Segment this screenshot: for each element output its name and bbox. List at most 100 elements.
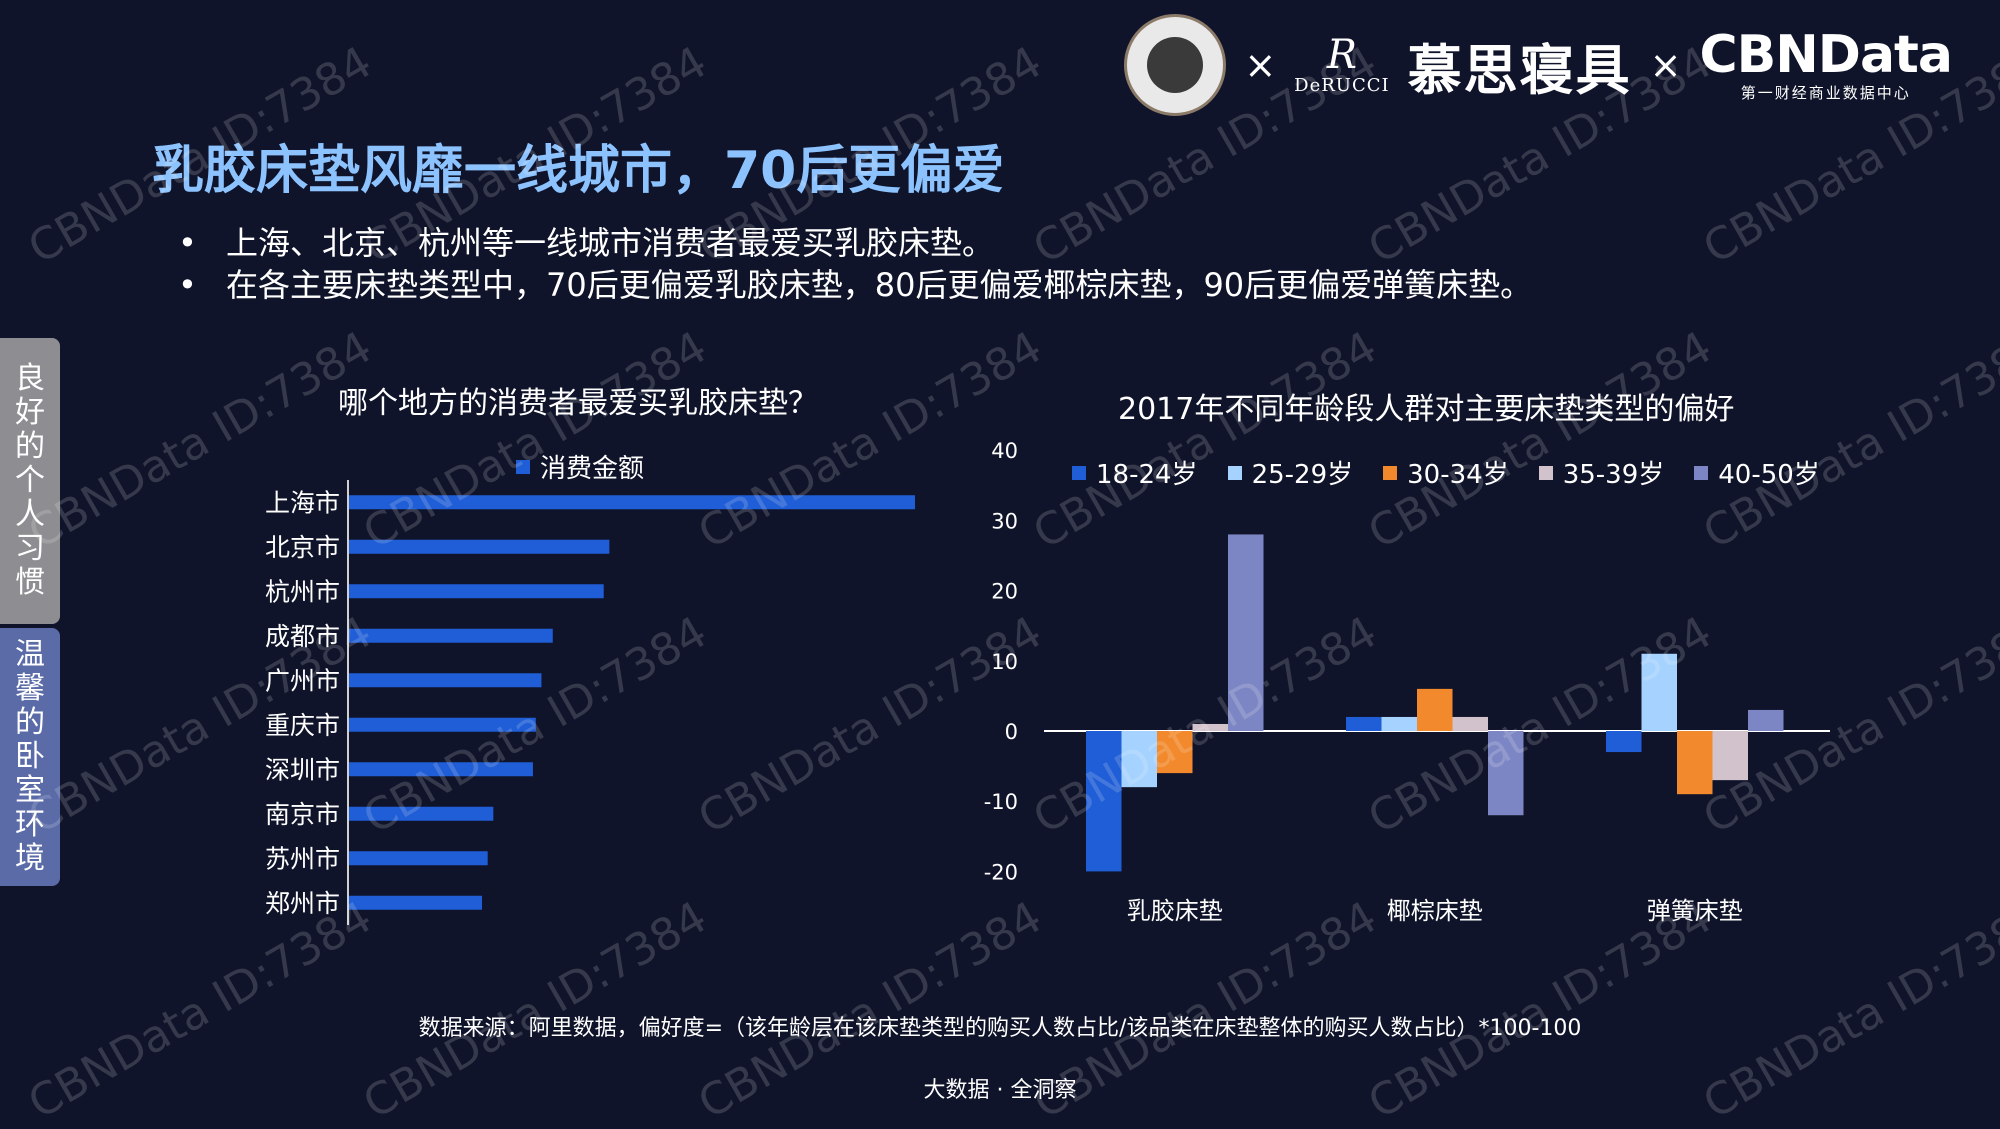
age-legend-item: 35-39岁 [1538,454,1665,491]
side-tab-bedroom-environment[interactable]: 温馨的卧室环境 [0,628,60,886]
legend-label: 30-34岁 [1407,460,1509,490]
age-legend-item: 25-29岁 [1227,454,1354,491]
city-tick-label: 郑州市 [265,889,340,918]
city-bar [349,495,915,510]
data-source-note: 数据来源：阿里数据，偏好度=（该年龄层在该床垫类型的购买人数占比/该品类在床垫整… [418,1016,1582,1041]
city-bar [349,717,536,732]
bullet-list: • 上海、北京、杭州等一线城市消费者最爱买乳胶床垫。 • 在各主要床垫类型中，7… [178,222,1532,306]
legend-label: 消费金额 [540,454,645,484]
age-grouped-bar-chart: -20 -10 0 10 20 30 40 乳胶床垫 椰棕床垫 弹簧床垫 [984,439,1830,925]
city-tick-label: 苏州市 [265,844,340,873]
age-bar [1641,653,1677,731]
side-tab-char: 人 [15,497,45,532]
derucci-logo: R DeRUCCI [1294,35,1389,96]
city-bar [349,895,483,910]
city-chart-title: 哪个地方的消费者最爱买乳胶床垫？ [338,386,818,421]
times-mark: × [1649,43,1682,87]
side-tab-personal-habits[interactable]: 良好的个人习惯 [0,338,60,624]
bullet-dot: • [178,224,197,262]
side-tab-char: 境 [15,841,45,876]
age-bar [1346,716,1382,731]
side-tab-char: 习 [15,531,45,566]
city-tick-label: 杭州市 [265,577,340,606]
legend-swatch [1072,465,1086,480]
age-bar [1606,731,1642,753]
legend-label: 25-29岁 [1251,460,1354,490]
age-bar [1121,731,1157,788]
cbndata-logo-text: CBNData [1699,24,1953,85]
city-bar [349,628,553,643]
city-bar [349,762,533,777]
side-tab-char: 环 [15,807,45,842]
age-legend-item: 40-50岁 [1694,454,1820,491]
age-y-tick-label: 30 [991,509,1018,533]
city-tick-label: 重庆市 [265,711,340,740]
side-tab-char: 的 [15,429,45,464]
age-chart-title: 2017年不同年龄段人群对主要床垫类型的偏好 [1118,392,1735,427]
legend-swatch [1694,465,1709,480]
side-tab-char: 良 [15,361,45,396]
page-title: 乳胶床垫风靡一线城市，70后更偏爱 [152,141,1005,201]
legend-swatch [516,459,530,474]
derucci-mark: R [1326,31,1357,78]
age-category-label: 乳胶床垫 [1127,897,1223,925]
age-category-label: 椰棕床垫 [1387,897,1483,925]
bullet-text: 上海、北京、杭州等一线城市消费者最爱买乳胶床垫。 [226,224,995,262]
age-y-tick-label: 20 [991,580,1018,604]
age-legend-item: 18-24岁 [1072,454,1198,491]
cbndata-logo: CBNData 第一财经商业数据中心 [1699,24,1953,103]
cbndata-logo-subtitle: 第一财经商业数据中心 [1740,83,1911,102]
city-tick-label: 上海市 [265,488,340,517]
legend-swatch [1538,465,1553,480]
age-bar [1192,723,1228,731]
age-bar [1086,731,1122,872]
age-bar [1488,731,1524,816]
legend-label: 35-39岁 [1562,460,1665,490]
city-tick-label: 南京市 [265,800,340,829]
bullet-text: 在各主要床垫类型中，70后更偏爱乳胶床垫，80后更偏爱椰棕床垫，90后更偏爱弹簧… [226,266,1533,304]
side-tab-char: 惯 [15,565,45,600]
city-bar [349,584,604,599]
partner-logos: × R DeRUCCI 慕思寝具 × CBNData 第一财经商业数据中心 [1124,14,1953,116]
age-y-tick-label: 10 [991,650,1018,674]
side-tab-char: 室 [15,773,45,808]
city-bar [349,851,488,866]
age-y-tick-label: 0 [1005,720,1018,744]
legend-swatch [1227,465,1242,480]
side-tab-char: 馨 [15,671,45,706]
age-category-label: 弹簧床垫 [1647,897,1743,925]
age-bar [1712,731,1748,781]
side-tab-char: 好 [15,395,45,430]
city-bar [349,539,610,554]
city-bar [349,806,494,821]
age-chart-legend: 18-24岁 25-29岁 30-34岁 35-39岁 40-50岁 [1072,454,1820,491]
side-tab-char: 的 [15,705,45,740]
age-legend-item: 30-34岁 [1383,454,1509,491]
times-mark: × [1244,43,1277,87]
age-bar [1677,731,1713,795]
legend-label: 18-24岁 [1096,460,1198,490]
city-tick-label: 成都市 [265,622,340,651]
age-bar [1748,709,1784,731]
legend-swatch [1383,465,1398,480]
city-tick-label: 广州市 [265,666,340,695]
age-bar [1417,688,1453,731]
age-bar [1452,716,1488,731]
footer-brand: 大数据 · 全洞察 [923,1078,1077,1103]
age-bar [1228,534,1264,731]
age-bar [1157,731,1193,774]
mousi-logo-text: 慕思寝具 [1407,37,1632,102]
legend-label: 40-50岁 [1718,460,1820,490]
city-bar [349,673,542,688]
derucci-text: DeRUCCI [1294,74,1390,96]
side-tab-char: 个 [15,463,45,498]
city-chart-legend: 消费金额 [516,448,644,485]
city-tick-label: 深圳市 [265,755,340,784]
bullet-item: • 在各主要床垫类型中，70后更偏爱乳胶床垫，80后更偏爱椰棕床垫，90后更偏爱… [178,264,1532,306]
age-y-tick-label: -10 [984,790,1018,814]
bullet-dot: • [178,266,197,304]
age-y-tick-label: 40 [991,439,1018,463]
city-tick-label: 北京市 [265,533,340,562]
sleep-research-society-seal [1124,14,1227,116]
